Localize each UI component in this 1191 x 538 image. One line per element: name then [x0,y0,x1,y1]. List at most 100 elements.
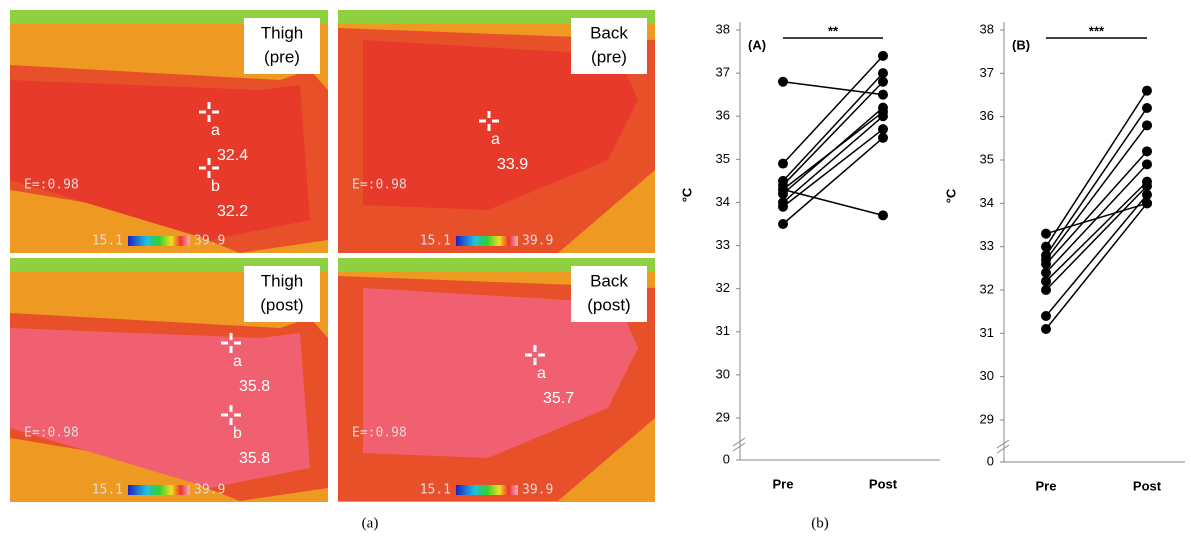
y-tick-label: 32 [980,281,994,296]
scale-max: 39.9 [522,483,553,498]
data-point [1041,267,1051,278]
subject-line [1045,202,1148,330]
y-tick-label: 35 [980,151,994,166]
y-tick-label: 38 [980,21,994,36]
panel-label: Back [590,271,628,290]
point-id: b [233,425,242,442]
point-id: a [491,131,500,148]
emissivity: E=:0.98 [24,426,79,441]
palette-bar [128,485,190,495]
data-point [1142,181,1152,191]
data-point [778,219,788,229]
panel-label: (pre) [264,47,300,66]
panel-label: Back [590,23,628,42]
data-point [1142,103,1152,113]
palette-bar [456,236,518,246]
axis-break [996,439,1010,454]
crosshair [199,158,219,178]
y-tick-label: 29 [980,411,994,426]
data-point [878,124,888,135]
y-tick-label: 33 [716,237,730,252]
y-tick-label: 0 [723,451,730,466]
y-tick-label: 30 [980,368,994,383]
emissivity: E=:0.98 [352,426,407,441]
subject-line [782,128,884,208]
data-point [878,132,888,143]
y-tick-label: 34 [716,194,730,209]
subject-line [1045,181,1148,282]
thermal-limb [10,80,310,240]
data-point [1142,198,1152,209]
y-tick-label: 0 [987,453,994,468]
point-value: 35.8 [239,378,270,395]
y-tick-label: 37 [980,65,994,80]
y-tick-label: 36 [980,108,994,123]
thermal-limb [10,328,310,488]
data-point [878,210,888,221]
panel-label: Thigh [261,271,304,290]
palette-bar [456,485,518,495]
point-id: b [211,178,220,195]
point-value: 33.9 [497,156,528,173]
y-tick-label: 29 [716,409,730,424]
data-point [778,184,788,195]
subject-line [782,80,884,96]
scale-max: 39.9 [194,483,225,498]
emissivity: E=:0.98 [352,178,407,193]
axis-break [732,437,746,452]
data-point [878,50,888,61]
data-point [878,76,888,87]
data-point [778,76,788,87]
crosshair [221,333,241,353]
data-point [1041,276,1051,287]
significance: ** [828,23,839,38]
panel-label: (pre) [591,47,627,66]
subject-line [1045,124,1148,261]
subject-line [1045,107,1148,256]
label-box [571,266,647,322]
significance: *** [1089,23,1105,38]
crosshair [479,111,499,131]
point-value: 35.8 [239,450,270,467]
x-tick-label: Post [869,476,898,491]
crosshair [199,102,219,122]
point-id: a [211,122,220,139]
panel-label: Thigh [261,23,304,42]
crosshair [221,405,241,425]
palette-bar [128,236,190,246]
data-point [1041,228,1051,239]
subject-line [782,55,884,165]
point-id: a [537,365,546,382]
label-box [571,18,647,74]
data-point [778,201,788,212]
scale-min: 15.1 [92,234,123,249]
caption: (b) [811,515,829,531]
data-point [1142,85,1152,96]
crosshair [525,345,545,365]
y-tick-label: 36 [716,108,730,123]
subject-line [1045,150,1148,265]
point-id: a [233,353,242,370]
subject-line [782,137,884,225]
scale-min: 15.1 [420,483,451,498]
data-point [778,158,788,169]
caption: (a) [362,515,379,531]
data-point [1142,146,1152,157]
data-point [1041,311,1051,321]
x-tick-label: Pre [773,476,794,491]
y-tick-label: 35 [716,151,730,166]
y-tick-label: 31 [716,323,730,338]
scale-min: 15.1 [92,483,123,498]
point-value: 32.4 [217,147,248,164]
x-tick-label: Pre [1036,478,1057,493]
subject-line [1045,163,1148,274]
point-value: 35.7 [543,390,574,407]
label-box [244,266,320,322]
subject-line [1045,90,1148,248]
subject-line [1045,185,1148,291]
emissivity: E=:0.98 [24,178,79,193]
y-axis-label: °C [943,188,958,203]
data-point [878,89,888,100]
x-tick-label: Post [1133,478,1162,493]
